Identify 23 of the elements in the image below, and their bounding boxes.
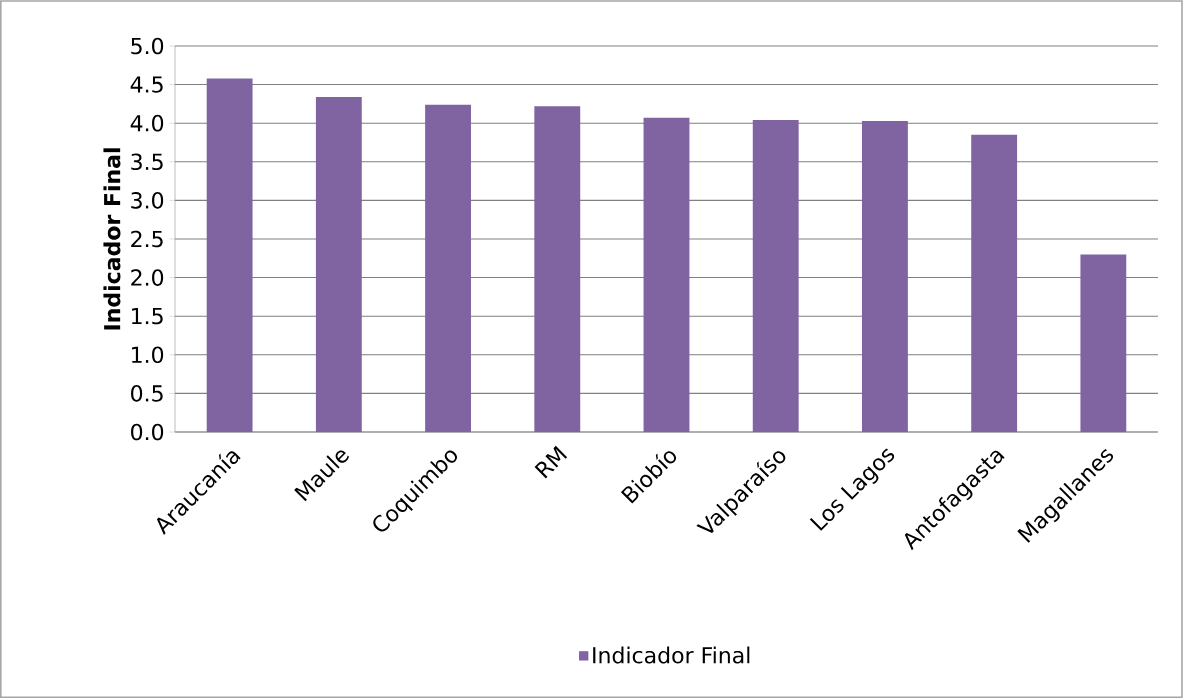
y-tick-label: 2.5 (131, 230, 163, 248)
y-axis-title: Indicador Final (103, 148, 121, 330)
y-tick-label: 1.5 (132, 308, 163, 325)
bar (971, 134, 1018, 432)
y-tick-label: 4.0 (130, 114, 164, 132)
y-tick-label: 0.5 (131, 385, 163, 402)
x-tick-label: RM (534, 445, 568, 479)
y-tick-label: 0.0 (131, 423, 164, 441)
y-tick-label: 3.5 (131, 153, 163, 171)
bar (206, 78, 253, 432)
bar (315, 96, 362, 432)
y-tick-label: 4.5 (130, 76, 163, 93)
bar (643, 117, 690, 432)
bar (425, 104, 471, 432)
legend-label: Indicador Final (593, 646, 750, 664)
y-tick-label: 2.0 (131, 269, 164, 286)
y-tick-label: 1.0 (132, 346, 164, 364)
bar (534, 106, 581, 432)
y-tick-label: 3.0 (131, 192, 164, 209)
bar (752, 120, 799, 432)
y-tick-label: 5.0 (131, 37, 164, 55)
bar (1080, 254, 1127, 432)
bar (862, 120, 908, 432)
